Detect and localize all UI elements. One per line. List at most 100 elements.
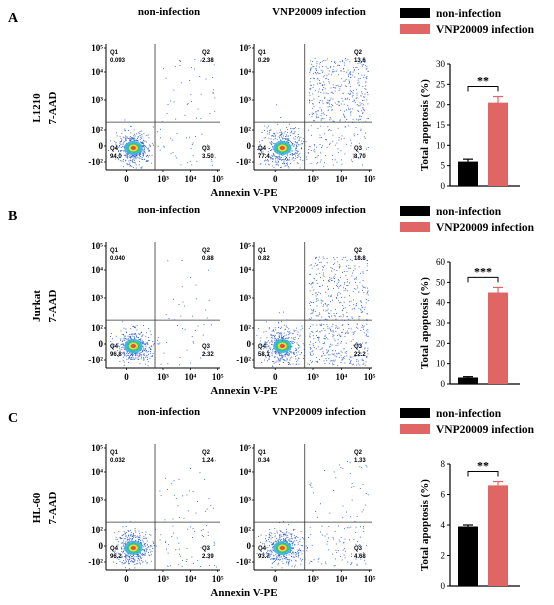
dot — [128, 339, 130, 341]
dot — [288, 142, 290, 143]
dot — [319, 324, 321, 326]
dot — [119, 360, 121, 362]
dot — [147, 361, 149, 363]
dot — [276, 353, 278, 355]
dot — [324, 155, 326, 157]
dot — [321, 330, 323, 332]
dot — [141, 543, 143, 545]
dot — [137, 540, 139, 542]
dot — [350, 340, 352, 342]
dot — [298, 139, 300, 141]
dot — [213, 64, 215, 66]
dot — [311, 486, 313, 488]
dot — [318, 337, 320, 338]
dot — [309, 335, 311, 337]
dot — [313, 289, 315, 291]
dot — [297, 536, 299, 538]
dot — [315, 256, 317, 258]
dot — [358, 142, 360, 144]
dot — [130, 521, 132, 523]
dot — [136, 357, 138, 359]
dot — [124, 338, 126, 339]
dot — [189, 80, 191, 81]
dot — [135, 167, 137, 169]
dot — [276, 104, 277, 106]
dot — [298, 556, 299, 558]
dot — [353, 155, 354, 157]
dot — [136, 352, 138, 354]
dot — [127, 154, 129, 156]
dot — [356, 66, 358, 68]
dot — [141, 130, 143, 132]
dot — [114, 550, 116, 552]
dot — [132, 154, 134, 156]
dot — [356, 118, 357, 120]
dot — [271, 143, 273, 145]
dot — [331, 104, 333, 106]
dot — [139, 537, 141, 539]
dot — [317, 361, 319, 363]
dot — [326, 533, 328, 535]
dot — [365, 132, 367, 134]
dot — [268, 327, 270, 329]
dot — [352, 95, 354, 97]
dot — [363, 551, 365, 553]
dot — [117, 342, 119, 344]
dot — [110, 346, 112, 348]
dot — [132, 554, 134, 556]
dot — [278, 358, 280, 360]
dot — [344, 283, 346, 285]
dot — [316, 163, 318, 165]
legend-swatch-infection — [400, 222, 430, 232]
dot — [346, 316, 348, 318]
dot — [322, 71, 323, 73]
dot — [143, 347, 145, 349]
dot — [147, 134, 149, 136]
dot — [348, 328, 350, 329]
dot — [271, 548, 273, 550]
dot — [279, 157, 281, 159]
dot — [122, 146, 124, 147]
dot — [163, 68, 165, 70]
flow-x-tick: 10⁵ — [212, 372, 224, 382]
dot — [275, 157, 277, 159]
dot — [289, 350, 290, 352]
dot — [353, 486, 355, 488]
dot — [140, 167, 142, 169]
dot — [366, 66, 368, 68]
dot — [130, 138, 132, 140]
dot — [312, 77, 314, 79]
dot — [145, 343, 147, 345]
dot — [124, 128, 126, 130]
dot — [125, 535, 127, 537]
dot — [366, 329, 368, 331]
dot — [126, 153, 128, 155]
dot — [310, 317, 312, 319]
dot — [357, 546, 359, 548]
dot — [293, 354, 295, 356]
dot — [284, 156, 286, 158]
dot — [320, 125, 322, 127]
dot — [293, 556, 295, 558]
dot — [287, 559, 289, 561]
dot — [124, 335, 126, 337]
dot — [150, 545, 152, 546]
dot — [332, 299, 333, 301]
dot — [132, 359, 134, 361]
dot — [143, 144, 145, 146]
dot — [344, 80, 346, 82]
dot — [123, 351, 125, 353]
dot — [296, 144, 297, 146]
dot — [258, 152, 260, 154]
dot — [367, 92, 368, 94]
dot — [355, 98, 357, 99]
dot — [352, 290, 354, 292]
dot — [116, 563, 118, 564]
dot — [140, 558, 142, 560]
dot — [273, 139, 275, 141]
gate-name-q1: Q1 — [258, 50, 267, 56]
dot — [258, 535, 260, 537]
dot — [286, 131, 288, 133]
dot — [312, 103, 314, 105]
dot — [146, 147, 147, 149]
